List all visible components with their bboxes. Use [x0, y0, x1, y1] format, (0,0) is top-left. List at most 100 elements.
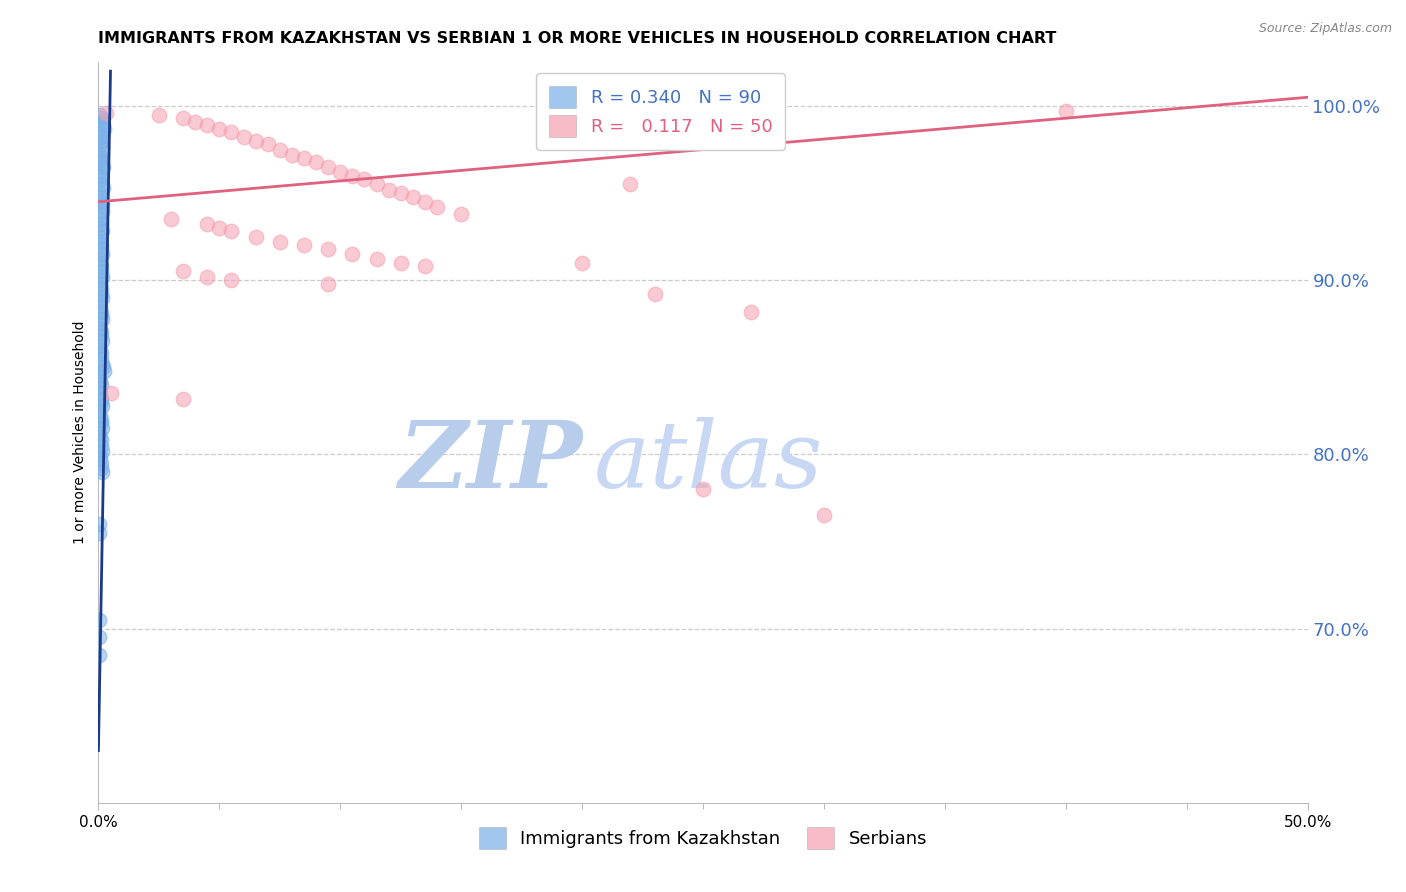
Point — [91, 224, 114, 238]
Point — [89, 207, 111, 221]
Point — [89, 299, 111, 313]
Point — [402, 189, 425, 203]
Point — [87, 613, 110, 627]
Point — [93, 364, 115, 378]
Point — [172, 392, 194, 406]
Point — [91, 160, 114, 174]
Point — [90, 134, 112, 148]
Text: IMMIGRANTS FROM KAZAKHSTAN VS SERBIAN 1 OR MORE VEHICLES IN HOUSEHOLD CORRELATIO: IMMIGRANTS FROM KAZAKHSTAN VS SERBIAN 1 … — [98, 31, 1057, 46]
Point — [91, 178, 114, 192]
Point — [90, 221, 112, 235]
Point — [413, 194, 436, 209]
Point — [195, 218, 218, 232]
Point — [692, 482, 714, 496]
Point — [740, 304, 762, 318]
Point — [90, 461, 112, 475]
Point — [90, 198, 112, 212]
Point — [353, 172, 375, 186]
Point — [389, 186, 412, 200]
Point — [89, 165, 111, 179]
Point — [89, 169, 111, 183]
Point — [450, 207, 472, 221]
Point — [89, 430, 111, 444]
Point — [91, 118, 114, 132]
Point — [329, 165, 352, 179]
Point — [366, 252, 388, 267]
Point — [94, 106, 117, 120]
Point — [89, 235, 111, 249]
Point — [89, 404, 111, 418]
Point — [91, 114, 114, 128]
Point — [89, 273, 111, 287]
Point — [413, 259, 436, 273]
Text: Source: ZipAtlas.com: Source: ZipAtlas.com — [1258, 22, 1392, 36]
Point — [644, 287, 666, 301]
Point — [89, 256, 111, 270]
Point — [89, 447, 111, 461]
Point — [90, 304, 112, 318]
Point — [195, 118, 218, 132]
Point — [91, 421, 114, 435]
Point — [89, 149, 111, 163]
Point — [90, 259, 112, 273]
Point — [89, 343, 111, 357]
Point — [100, 386, 122, 401]
Point — [619, 178, 641, 192]
Point — [342, 247, 364, 261]
Point — [221, 125, 243, 139]
Point — [90, 377, 112, 392]
Point — [91, 141, 114, 155]
Point — [342, 169, 364, 183]
Point — [172, 264, 194, 278]
Point — [91, 181, 114, 195]
Point — [160, 212, 183, 227]
Point — [90, 218, 112, 232]
Point — [1054, 104, 1077, 119]
Point — [90, 416, 112, 430]
Point — [90, 392, 112, 406]
Point — [208, 221, 231, 235]
Point — [89, 252, 111, 267]
Point — [221, 224, 243, 238]
Point — [389, 256, 412, 270]
Point — [91, 269, 114, 284]
Point — [90, 130, 112, 145]
Point — [89, 525, 111, 540]
Point — [195, 269, 218, 284]
Point — [90, 308, 112, 322]
Point — [316, 277, 339, 291]
Point — [256, 137, 278, 152]
Point — [91, 203, 114, 218]
Point — [91, 360, 114, 375]
Point — [89, 277, 111, 291]
Point — [89, 137, 111, 152]
Point — [292, 151, 315, 165]
Point — [87, 630, 110, 644]
Point — [91, 465, 114, 479]
Point — [89, 146, 111, 161]
Point — [89, 450, 111, 465]
Point — [89, 374, 111, 388]
Point — [91, 247, 114, 261]
Text: ZIP: ZIP — [398, 417, 582, 508]
Point — [90, 412, 112, 426]
Point — [89, 127, 111, 141]
Point — [89, 229, 111, 244]
Point — [91, 291, 114, 305]
Point — [184, 114, 207, 128]
Point — [813, 508, 835, 523]
Point — [172, 111, 194, 125]
Point — [269, 235, 291, 249]
Point — [91, 444, 114, 458]
Point — [232, 130, 254, 145]
Point — [89, 108, 111, 122]
Point — [89, 381, 111, 395]
Point — [91, 311, 114, 326]
Point — [269, 143, 291, 157]
Point — [89, 409, 111, 423]
Point — [89, 369, 111, 384]
Point — [90, 242, 112, 256]
Legend: Immigrants from Kazakhstan, Serbians: Immigrants from Kazakhstan, Serbians — [471, 821, 935, 856]
Point — [90, 395, 112, 409]
Point — [245, 229, 267, 244]
